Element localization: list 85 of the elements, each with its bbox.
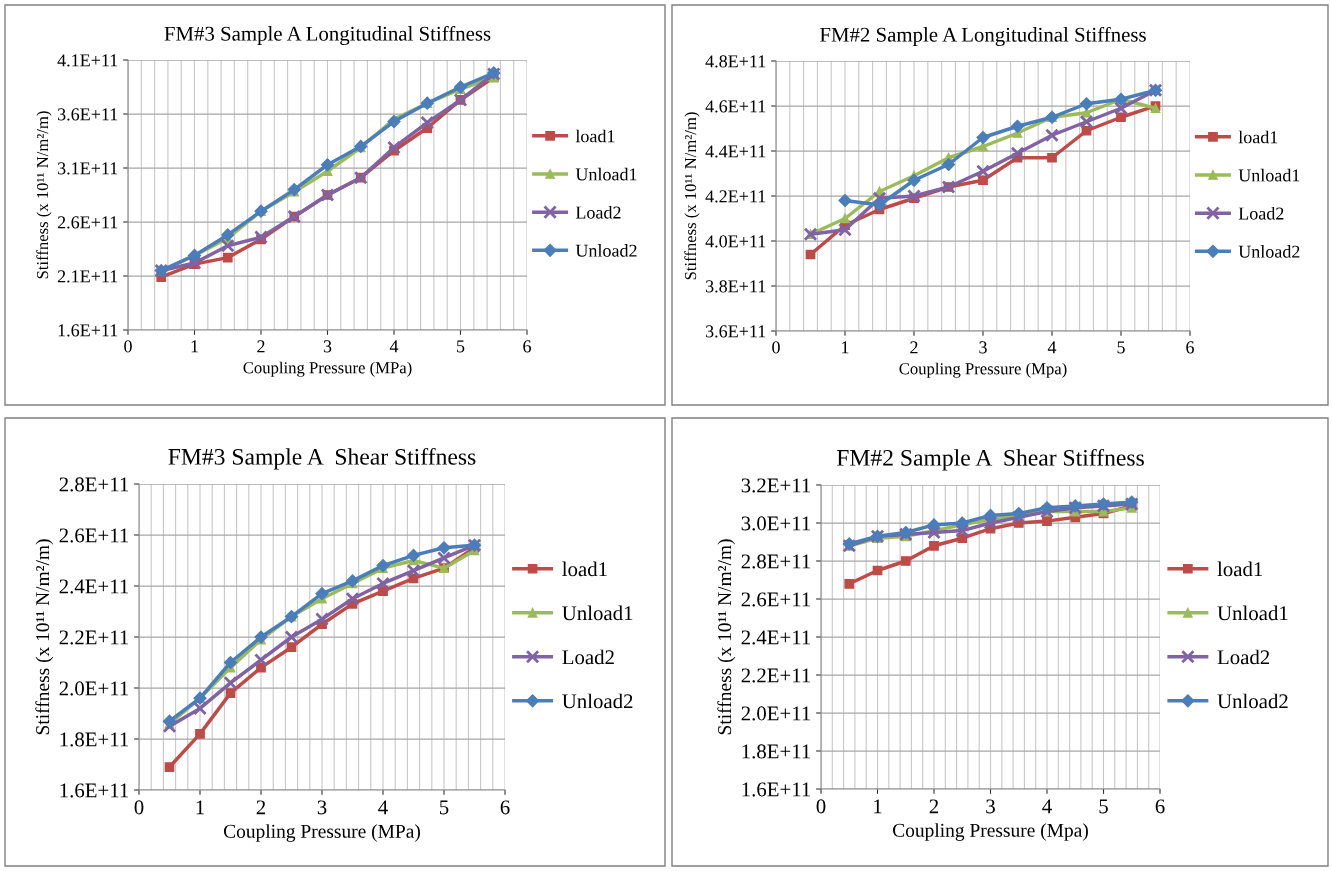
x-tick-label: 1 (196, 800, 204, 815)
x-axis-title: Coupling Pressure (MPa) (243, 361, 412, 377)
y-tick-label: 2.1E+11 (57, 270, 118, 283)
x-tick-label: 4 (1047, 341, 1057, 354)
legend-label: load1 (1238, 130, 1278, 144)
y-tick-label: 2.2E+11 (59, 630, 129, 645)
y-axis-title: Stiffness (x 10¹¹ N/m²/m) (684, 112, 700, 280)
y-tick-label: 2.0E+11 (741, 706, 811, 721)
legend-label: Unload2 (562, 693, 633, 709)
legend-label: Unload2 (1217, 693, 1288, 709)
y-tick-label: 4.8E+11 (705, 55, 766, 68)
y-tick-label: 1.8E+11 (742, 744, 811, 759)
x-tick-label: 5 (457, 340, 465, 353)
y-tick-label: 1.6E+11 (742, 782, 811, 797)
x-tick-label: 2 (257, 340, 265, 353)
x-axis-title: Coupling Pressure (MPa) (223, 824, 420, 842)
x-tick-label: 0 (124, 340, 132, 353)
x-tick-label: 4 (378, 800, 388, 815)
legend-label: Load2 (1217, 649, 1270, 665)
x-tick-label: 4 (389, 340, 399, 353)
y-tick-label: 2.6E+11 (741, 592, 811, 607)
y-tick-label: 4.1E+11 (57, 54, 118, 67)
x-tick-label: 5 (1117, 341, 1125, 354)
y-tick-label: 4.2E+11 (705, 190, 766, 203)
y-tick-label: 2.8E+11 (741, 554, 811, 569)
y-tick-label: 2.0E+11 (59, 681, 129, 696)
x-tick-label: 1 (191, 340, 198, 353)
y-tick-label: 3.1E+11 (57, 162, 118, 175)
y-tick-label: 3.8E+11 (705, 280, 766, 293)
y-tick-label: 3.0E+11 (741, 516, 811, 531)
y-tick-label: 4.6E+11 (705, 100, 766, 113)
x-tick-label: 0 (134, 800, 144, 815)
y-axis-title: Stiffness (x 10¹¹ N/m²/m) (36, 111, 52, 279)
legend-label: Unload2 (575, 244, 637, 257)
x-tick-label: 6 (500, 800, 510, 815)
legend-label: Load2 (562, 649, 614, 665)
y-tick-label: 2.2E+11 (741, 668, 811, 683)
y-tick-label: 2.4E+11 (741, 630, 811, 645)
legend-label: load1 (562, 561, 607, 577)
x-tick-label: 3 (317, 800, 327, 815)
y-tick-label: 3.6E+11 (57, 108, 118, 121)
y-tick-label: 3.6E+11 (705, 325, 766, 338)
x-tick-label: 2 (910, 341, 918, 354)
x-tick-label: 6 (1186, 341, 1194, 354)
x-tick-label: 5 (1099, 799, 1108, 814)
y-tick-label: 2.8E+11 (59, 477, 129, 492)
chart-title: FM#3 Sample A Longitudinal Stiffness (164, 25, 491, 46)
x-tick-label: 4 (1042, 799, 1052, 814)
legend-label: Unload1 (562, 605, 633, 621)
chart-title: FM#3 Sample A Shear Stiffness (168, 447, 476, 470)
x-tick-label: 6 (523, 340, 531, 353)
x-tick-label: 3 (986, 799, 995, 814)
y-axis-title: Stiffness (x 10¹¹ N/m²/m) (35, 539, 54, 735)
chart-title: FM#2 Sample A Shear Stiffness (836, 448, 1144, 471)
x-axis-title: Coupling Pressure (Mpa) (893, 823, 1088, 841)
legend-label: Unload2 (1238, 245, 1300, 258)
legend-label: Load2 (1238, 206, 1284, 220)
x-tick-label: 6 (1155, 799, 1165, 814)
y-tick-label: 4.0E+11 (705, 235, 766, 248)
y-tick-label: 4.4E+11 (705, 145, 766, 158)
x-tick-label: 5 (440, 800, 449, 815)
x-tick-label: 2 (929, 799, 939, 814)
legend-label: Unload1 (1238, 168, 1300, 182)
legend-label: load1 (1217, 561, 1263, 577)
x-tick-label: 1 (874, 799, 882, 814)
x-tick-label: 1 (842, 341, 849, 354)
x-tick-label: 3 (979, 341, 987, 354)
y-tick-label: 2.6E+11 (59, 528, 129, 543)
y-axis-title: Stiffness (x 10¹¹ N/m²/m) (717, 539, 736, 735)
x-tick-label: 0 (816, 799, 826, 814)
y-tick-label: 1.8E+11 (60, 732, 129, 747)
y-tick-label: 2.4E+11 (59, 579, 129, 594)
legend-label: Unload1 (575, 167, 637, 181)
y-tick-label: 2.6E+11 (57, 216, 118, 229)
x-axis-title: Coupling Pressure (Mpa) (899, 362, 1067, 378)
y-tick-label: 1.6E+11 (58, 324, 118, 337)
x-tick-label: 0 (772, 341, 780, 354)
y-tick-label: 3.2E+11 (741, 478, 811, 493)
legend-label: Unload1 (1217, 605, 1288, 621)
x-tick-label: 3 (323, 340, 332, 353)
x-tick-label: 2 (256, 800, 266, 815)
y-tick-label: 1.6E+11 (60, 783, 129, 798)
chart-title: FM#2 Sample A Longitudinal Stiffness (820, 26, 1146, 47)
legend-label: Load2 (575, 205, 621, 219)
legend-label: load1 (575, 129, 615, 143)
